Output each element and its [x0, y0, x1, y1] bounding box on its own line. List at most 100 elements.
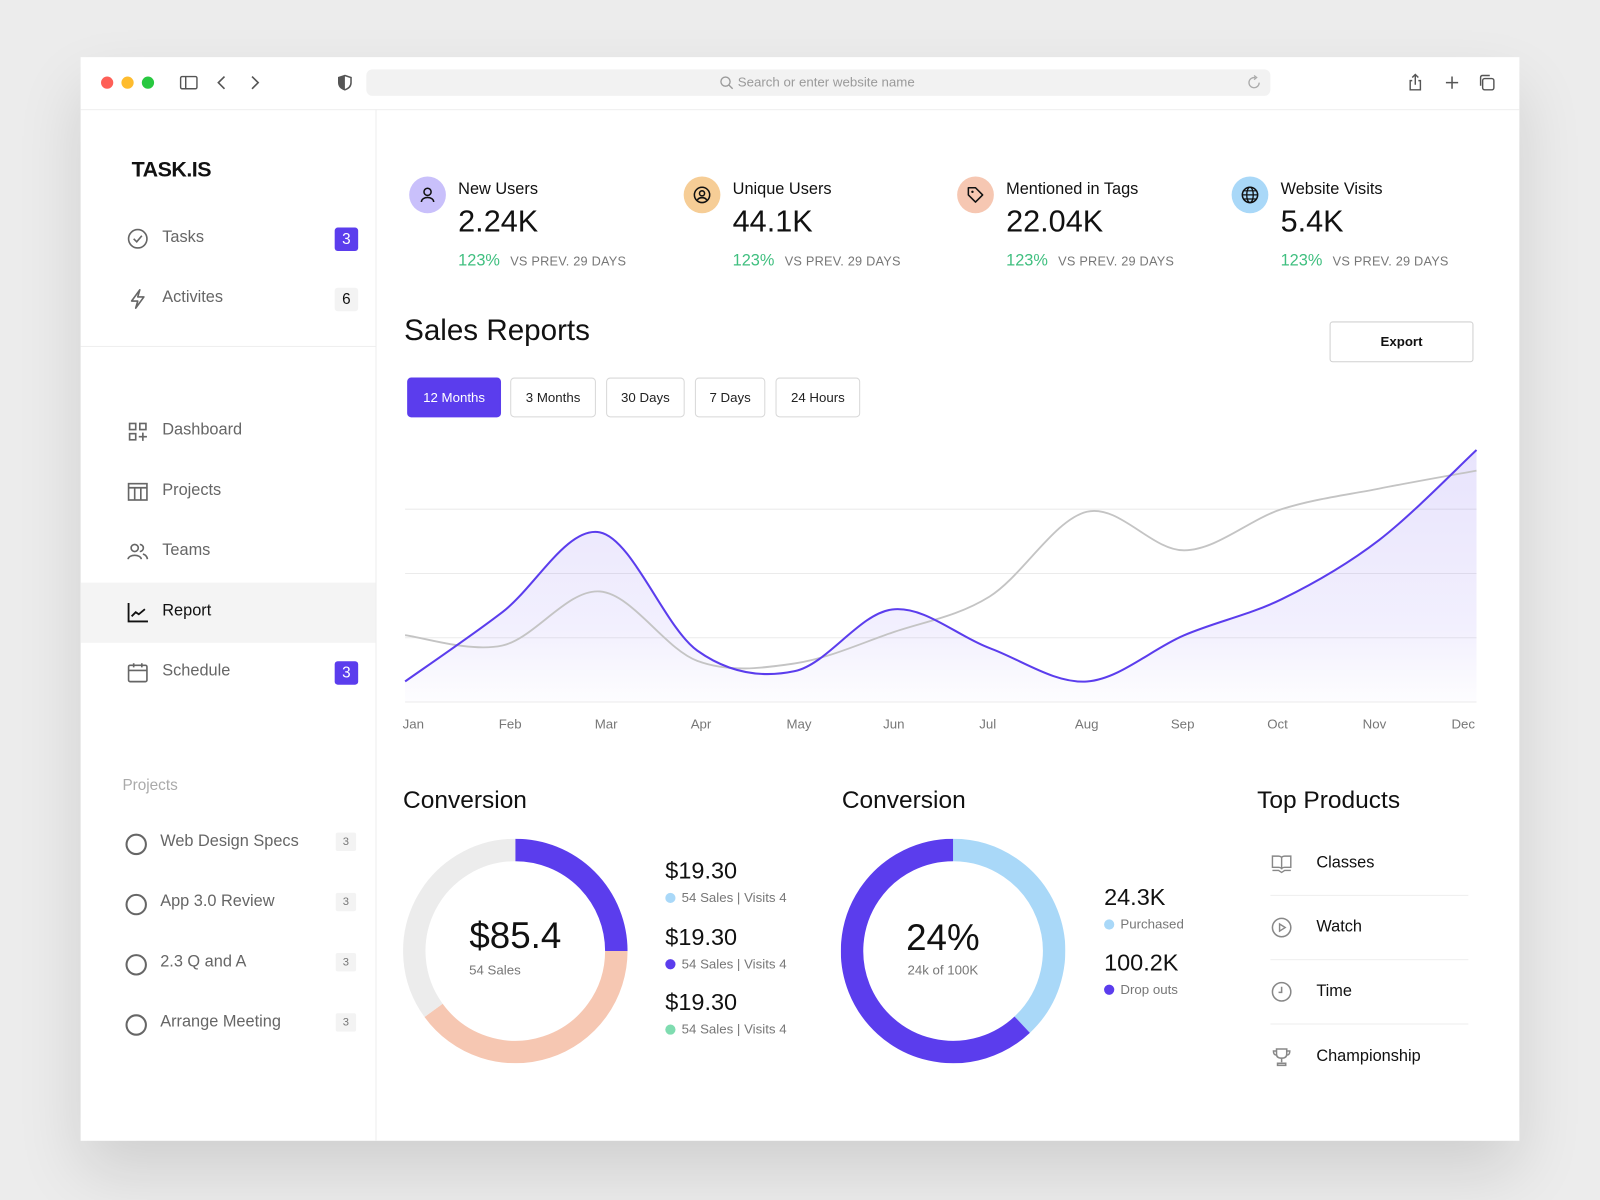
- legend-value: 100.2K: [1104, 948, 1179, 976]
- clock-icon: [1271, 981, 1292, 1002]
- close-window-button[interactable]: [101, 76, 114, 89]
- legend-value: 24.3K: [1104, 883, 1166, 911]
- x-tick-label: Nov: [1362, 716, 1387, 732]
- user-circle-icon: [683, 176, 721, 214]
- donut-segment-2: [403, 838, 516, 1017]
- donut-center-label: 54 Sales: [469, 962, 521, 978]
- legend-dot-icon: [665, 892, 676, 904]
- sidebar-toggle-icon[interactable]: [179, 72, 199, 92]
- sidebar-item-report[interactable]: Report: [80, 582, 376, 643]
- stat-compare: VS PREV. 29 DAYS: [784, 254, 901, 269]
- share-icon[interactable]: [1405, 72, 1425, 92]
- sidebar-item-tasks[interactable]: Tasks 3: [81, 209, 376, 269]
- divider: [1270, 894, 1469, 896]
- x-tick-label: Jul: [979, 716, 997, 732]
- legend-dot-icon: [1104, 984, 1115, 995]
- stat-value: 5.4K: [1280, 205, 1344, 239]
- export-button[interactable]: Export: [1329, 321, 1474, 363]
- x-tick-label: Sep: [1170, 716, 1195, 732]
- range-24-hours[interactable]: 24 Hours: [775, 377, 861, 418]
- url-placeholder: Search or enter website name: [737, 74, 915, 90]
- project-item[interactable]: Web Design Specs 3: [81, 823, 376, 864]
- product-item-classes[interactable]: Classes: [1270, 852, 1469, 915]
- stat-compare: VS PREV. 29 DAYS: [1332, 254, 1449, 269]
- sidebar: TASK.IS Tasks 3 Activites 6 Dashboard Pr…: [80, 109, 377, 1141]
- table-icon: [127, 482, 148, 501]
- sidebar-item-label: Teams: [162, 541, 211, 560]
- divider: [1270, 959, 1469, 961]
- stat-change: 123%: [1006, 252, 1048, 270]
- sidebar-item-schedule[interactable]: Schedule 3: [81, 643, 376, 703]
- stat-compare: VS PREV. 29 DAYS: [510, 254, 627, 269]
- sidebar-item-dashboard[interactable]: Dashboard: [81, 402, 376, 462]
- sidebar-item-label: Activites: [162, 288, 224, 307]
- play-circle-icon: [1271, 917, 1292, 938]
- sidebar-item-label: Tasks: [162, 228, 204, 246]
- product-item-watch[interactable]: Watch: [1270, 916, 1469, 979]
- project-item[interactable]: App 3.0 Review 3: [81, 884, 376, 925]
- maximize-window-button[interactable]: [141, 76, 155, 89]
- product-item-time[interactable]: Time: [1270, 981, 1469, 1044]
- stat-change: 123%: [732, 252, 775, 270]
- new-tab-icon[interactable]: [1442, 72, 1462, 92]
- donut-center-label: 24k of 100K: [907, 962, 979, 978]
- circle-icon[interactable]: [125, 1014, 147, 1036]
- divider: [80, 345, 376, 347]
- legend-value: $19.30: [665, 923, 738, 950]
- legend-label: 54 Sales | Visits 4: [681, 889, 787, 906]
- chart-line-icon: [127, 603, 148, 623]
- check-circle-icon: [127, 228, 148, 249]
- legend-value: $19.30: [665, 857, 738, 884]
- reload-icon[interactable]: [1246, 74, 1262, 90]
- x-tick-label: Dec: [1451, 716, 1476, 732]
- globe-icon: [1231, 176, 1269, 214]
- stat-title: New Users: [458, 180, 538, 198]
- shield-icon[interactable]: [335, 72, 355, 92]
- x-tick-label: May: [786, 716, 812, 732]
- product-label: Championship: [1316, 1047, 1421, 1066]
- back-icon[interactable]: [212, 72, 232, 92]
- conversion-donut-chart-2: [840, 838, 1066, 1064]
- range-12-months[interactable]: 12 Months: [407, 377, 502, 418]
- dashboard-icon: [128, 422, 147, 441]
- x-tick-label: Oct: [1267, 716, 1288, 732]
- legend-dot-icon: [665, 1024, 676, 1035]
- lightning-icon: [130, 288, 145, 309]
- tasks-count-badge: 3: [334, 227, 359, 252]
- series-1-line: [405, 469, 1477, 670]
- tabs-icon[interactable]: [1477, 72, 1497, 92]
- product-label: Classes: [1316, 854, 1375, 872]
- stat-card-unique-users: Unique Users 44.1K 123% VS PREV. 29 DAYS: [683, 174, 949, 276]
- sales-reports-title: Sales Reports: [404, 314, 590, 347]
- legend-label: Purchased: [1120, 916, 1184, 932]
- project-item[interactable]: 2.3 Q and A 3: [81, 944, 376, 985]
- stat-card-new-users: New Users 2.24K 123% VS PREV. 29 DAYS: [409, 174, 674, 276]
- minimize-window-button[interactable]: [121, 76, 134, 89]
- stat-title: Website Visits: [1280, 180, 1383, 198]
- stat-title: Unique Users: [732, 180, 832, 198]
- circle-icon[interactable]: [125, 893, 147, 916]
- sidebar-item-teams[interactable]: Teams: [81, 522, 376, 582]
- stat-value: 2.24K: [458, 205, 539, 239]
- donut-center-value: 24%: [906, 916, 980, 959]
- sidebar-item-projects[interactable]: Projects: [81, 462, 376, 522]
- series-0-area: [405, 450, 1477, 703]
- legend-item: 54 Sales | Visits 4: [665, 889, 787, 906]
- sidebar-item-activities[interactable]: Activites 6: [81, 269, 376, 329]
- forward-icon[interactable]: [244, 72, 264, 92]
- circle-icon[interactable]: [125, 833, 147, 856]
- users-icon: [127, 543, 149, 560]
- address-bar[interactable]: Search or enter website name: [366, 69, 1271, 96]
- app-logo: TASK.IS: [131, 158, 212, 182]
- product-label: Time: [1316, 982, 1352, 1000]
- range-30-days[interactable]: 30 Days: [606, 377, 685, 418]
- x-tick-label: Jun: [883, 716, 905, 732]
- range-3-months[interactable]: 3 Months: [510, 377, 596, 418]
- sales-line-chart: [404, 449, 1478, 703]
- project-item[interactable]: Arrange Meeting 3: [81, 1004, 376, 1045]
- circle-icon[interactable]: [125, 954, 147, 976]
- product-item-championship[interactable]: Championship: [1270, 1046, 1468, 1109]
- range-7-days[interactable]: 7 Days: [694, 377, 766, 418]
- x-tick-label: Jan: [402, 716, 424, 732]
- projects-heading: Projects: [122, 776, 178, 794]
